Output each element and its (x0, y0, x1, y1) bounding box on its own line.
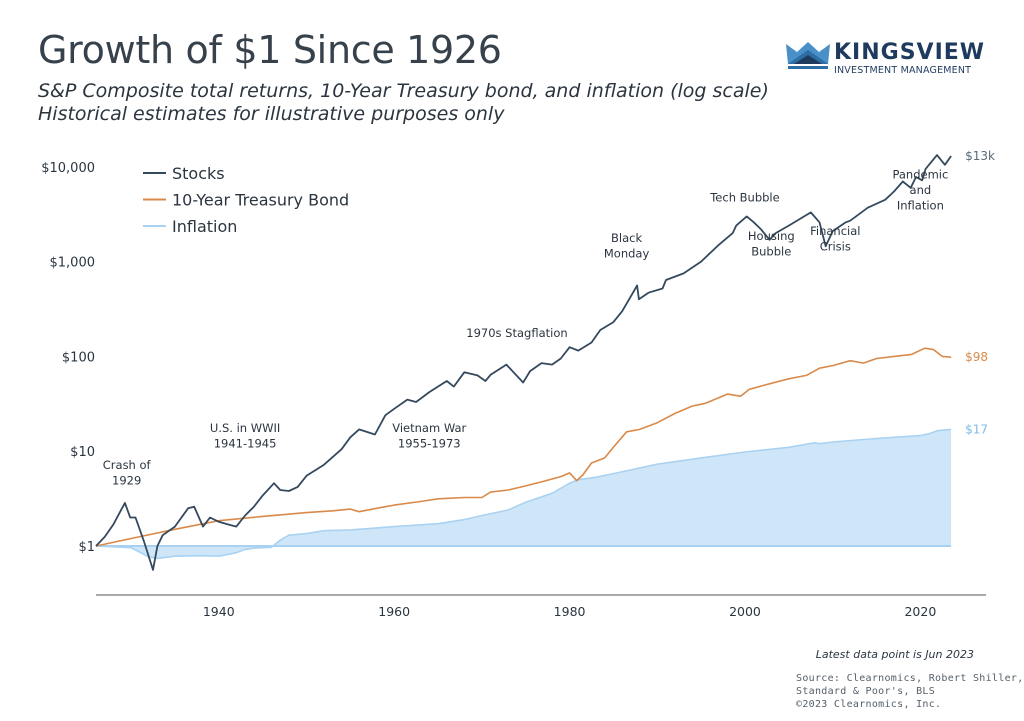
annotation-line: 1941-1945 (214, 436, 277, 450)
crown-front (794, 55, 822, 64)
source-line-3: ©2023 Clearnomics, Inc. (796, 699, 942, 710)
subtitle: S&P Composite total returns, 10-Year Tre… (38, 80, 769, 126)
source-line-2: Standard & Poor's, BLS (796, 686, 936, 697)
annotation-line: Vietnam War (392, 421, 466, 435)
annotation-line: Inflation (897, 199, 944, 213)
annotation-line: and (910, 183, 932, 197)
event-annotation: Financial Crisis (810, 224, 860, 254)
series-end-label: $13k (965, 149, 995, 163)
x-tick-label: 2020 (904, 604, 936, 619)
y-tick-label: $10 (70, 445, 95, 460)
annotations: Crash of 1929 U.S. in WWII 1941-1945 Vietnam… (103, 168, 949, 488)
stocks-line (95, 154, 952, 571)
x-tick-label: 1960 (378, 604, 410, 619)
series-end-label: $17 (965, 422, 988, 436)
subtitle-line-2: Historical estimates for illustrative pu… (38, 103, 505, 125)
subtitle-line-1: S&P Composite total returns, 10-Year Tre… (38, 80, 769, 102)
growth-chart: $1 $10 $100 $1,000 $10,000 1940 1960 1980 2000 2… (41, 149, 995, 619)
annotation-line: 1955-1973 (398, 436, 461, 450)
event-annotation: Housing Bubble (748, 229, 795, 259)
y-axis-ticks: $1 $10 $100 $1,000 $10,000 (41, 161, 95, 555)
y-tick-label: $1 (78, 540, 95, 555)
annotation-line: U.S. in WWII (210, 421, 280, 435)
page-title: Growth of $1 Since 1926 (38, 28, 502, 72)
company-logo: KINGSVIEW INVESTMENT MANAGEMENT (786, 38, 984, 78)
y-tick-label: $1,000 (50, 256, 96, 271)
legend: Stocks 10-Year Treasury Bond Inflation (143, 164, 349, 236)
y-tick-label: $100 (62, 350, 95, 365)
event-annotation: Vietnam War 1955-1973 (392, 421, 466, 451)
annotation-line: Black (611, 231, 642, 245)
latest-data-note: Latest data point is Jun 2023 (815, 648, 974, 661)
annotation-line: Crisis (820, 240, 851, 254)
legend-label: 10-Year Treasury Bond (172, 191, 349, 210)
event-annotation: 1970s Stagflation (466, 326, 567, 340)
annotation-line: 1970s Stagflation (466, 326, 567, 340)
legend-label: Inflation (172, 217, 237, 236)
logo-name: KINGSVIEW (834, 40, 986, 65)
annotation-line: Crash of (103, 458, 152, 472)
crown-base (788, 66, 828, 69)
series-layer (95, 154, 952, 571)
annotation-line: Tech Bubble (709, 191, 779, 205)
event-annotation: Black Monday (604, 231, 650, 261)
annotation-line: Monday (604, 247, 650, 261)
legend-label: Stocks (172, 164, 225, 183)
x-tick-label: 1940 (203, 604, 235, 619)
event-annotation: Pandemic and Inflation (892, 168, 948, 213)
annotation-line: 1929 (112, 473, 141, 487)
event-annotation: U.S. in WWII 1941-1945 (210, 421, 280, 451)
event-annotation: Tech Bubble (709, 191, 779, 205)
logo-tagline: INVESTMENT MANAGEMENT (834, 65, 972, 76)
annotation-line: Pandemic (892, 168, 948, 182)
y-tick-label: $10,000 (41, 161, 95, 176)
x-tick-label: 2000 (729, 604, 761, 619)
end-labels: $13k $98 $17 (965, 149, 995, 436)
crown-icon (786, 42, 830, 69)
source-line-1: Source: Clearnomics, Robert Shiller, (796, 673, 1024, 684)
source-text: Source: Clearnomics, Robert Shiller, Stan… (796, 672, 1024, 711)
event-annotation: Crash of 1929 (103, 458, 152, 488)
x-axis-ticks: 1940 1960 1980 2000 2020 (203, 604, 936, 619)
series-end-label: $98 (965, 350, 988, 364)
inflation-area (96, 429, 952, 559)
annotation-line: Bubble (751, 244, 791, 258)
annotation-line: Financial (810, 224, 860, 238)
annotation-line: Housing (748, 229, 795, 243)
inflation-line (95, 428, 952, 560)
bond-line (95, 347, 952, 547)
x-tick-label: 1980 (554, 604, 586, 619)
